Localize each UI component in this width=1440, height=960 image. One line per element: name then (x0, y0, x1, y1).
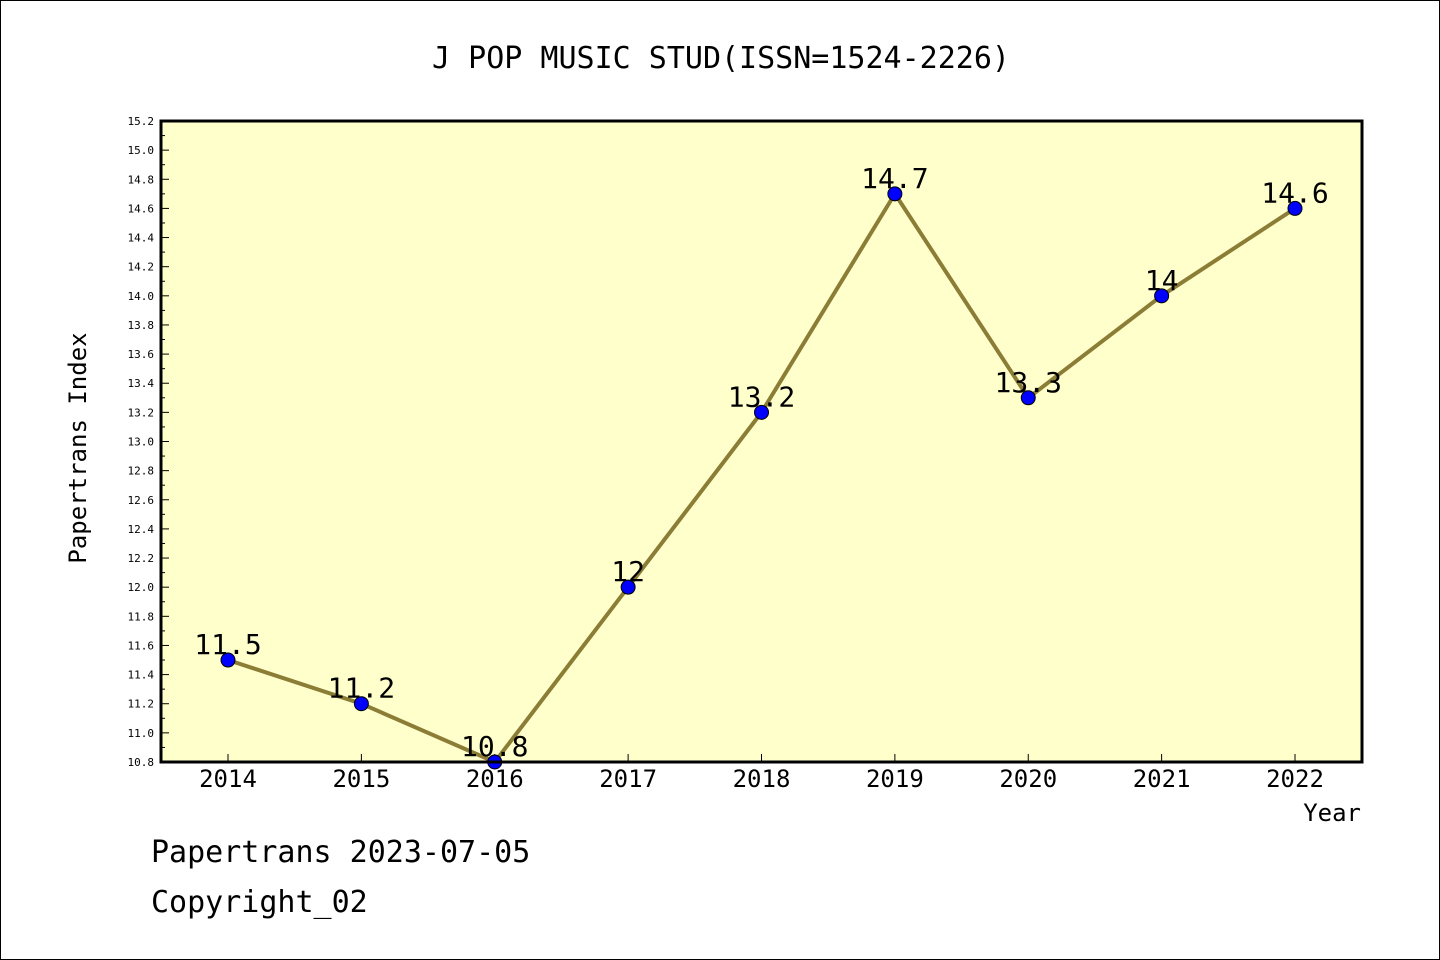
x-tick-label: 2017 (599, 765, 657, 793)
data-point (220, 652, 236, 668)
chart-title: J POP MUSIC STUD(ISSN=1524-2226) (432, 41, 1010, 76)
data-point (1020, 390, 1036, 406)
y-tick-label: 11.8 (128, 610, 155, 623)
plot-border (159, 119, 1364, 764)
footer-date-text: Papertrans 2023-07-05 (151, 835, 531, 870)
data-label: 13.2 (728, 380, 795, 413)
footer-copyright-text: Copyright_02 (151, 885, 368, 920)
data-label: 11.5 (194, 628, 261, 661)
y-tick-label: 13.6 (128, 348, 155, 361)
y-tick-label: 13.2 (128, 406, 155, 419)
data-point (620, 579, 636, 595)
y-tick-label: 13.0 (128, 436, 155, 449)
x-tick-label: 2014 (199, 765, 257, 793)
data-point (887, 186, 903, 202)
data-label: 14 (1145, 264, 1179, 297)
data-point (1154, 288, 1170, 304)
data-point (353, 696, 369, 712)
x-tick-label: 2019 (866, 765, 924, 793)
y-tick-label: 14.0 (128, 290, 155, 303)
y-tick-label: 12.8 (128, 465, 155, 478)
x-tick-label: 2015 (332, 765, 390, 793)
y-tick-label: 12.2 (128, 552, 155, 565)
data-label: 13.3 (995, 366, 1062, 399)
y-tick-label: 14.4 (128, 232, 155, 245)
y-tick-label: 14.2 (128, 261, 155, 274)
x-tick-label: 2016 (466, 765, 524, 793)
data-label: 11.2 (328, 672, 395, 705)
x-axis-label: Year (1303, 799, 1361, 827)
data-label: 14.6 (1261, 176, 1328, 209)
x-axis: 2014 2015 2016 2017 2018 2019 2020 2021 2022 (199, 754, 1324, 793)
data-label: 14.7 (861, 162, 928, 195)
x-tick-label: 2018 (733, 765, 791, 793)
data-label: 12 (611, 555, 645, 588)
y-tick-label: 15.2 (128, 115, 155, 128)
data-point (754, 404, 769, 420)
y-tick-label: 11.2 (128, 698, 155, 711)
y-tick-label: 11.6 (128, 639, 155, 652)
y-tick-label: 14.8 (128, 173, 155, 186)
y-tick-label: 12.0 (128, 581, 155, 594)
y-axis: 10.8 11.0 11.2 11.4 11.6 11.8 12.0 12.2 12.4 12.6… (128, 115, 169, 769)
plot-area (161, 121, 1362, 762)
x-tick-label: 2022 (1266, 765, 1324, 793)
y-tick-label: 11.0 (128, 727, 155, 740)
x-tick-label: 2020 (999, 765, 1057, 793)
y-axis-label: Papertrans Index (64, 332, 92, 563)
y-tick-label: 14.6 (128, 202, 155, 215)
y-tick-label: 15.0 (128, 144, 155, 157)
y-tick-label: 10.8 (128, 756, 155, 769)
series-layer: 11.5 11.2 10.8 12 13.2 14.7 13.3 14 14.6 (194, 162, 1329, 770)
x-tick-label: 2021 (1133, 765, 1191, 793)
y-tick-label: 13.4 (128, 377, 155, 390)
y-tick-label: 11.4 (128, 669, 155, 682)
y-tick-label: 13.8 (128, 319, 155, 332)
y-tick-label: 12.4 (128, 523, 155, 536)
y-tick-label: 12.6 (128, 494, 155, 507)
data-point (1287, 200, 1303, 216)
data-label: 10.8 (461, 730, 528, 763)
